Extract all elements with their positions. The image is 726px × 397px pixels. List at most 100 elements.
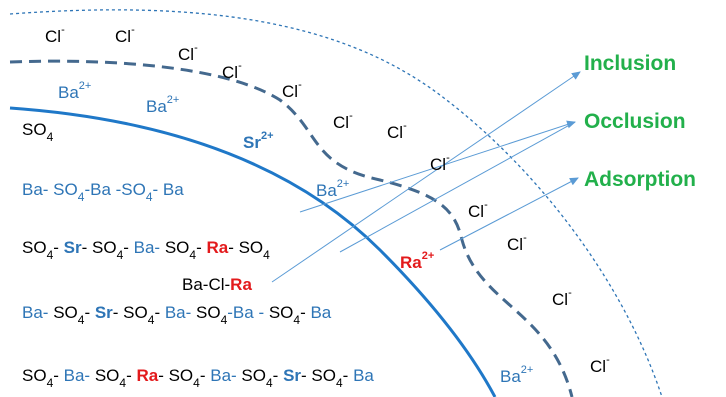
text-part: Ba-Cl- (182, 275, 230, 294)
ion: Cl- (552, 287, 572, 309)
lattice-row: Ba- SO4​-Ba -SO4​- Ba (22, 180, 184, 204)
text-part: 4 (263, 248, 270, 262)
text-part: - (403, 120, 407, 132)
text-part: Ba (58, 83, 79, 102)
text-part: Ba- (22, 303, 53, 322)
ion: Cl- (430, 152, 450, 174)
lattice-row: Ba-Cl-Ra (182, 275, 252, 294)
text-part: - (196, 238, 206, 257)
adsorption-boundary (10, 61, 572, 397)
text-part: - (568, 287, 572, 299)
text-part: 2+ (79, 80, 92, 92)
text-part: - (200, 366, 210, 385)
text-part: - (606, 354, 610, 366)
text-part: SO (22, 366, 47, 385)
ion: Ra2+ (400, 250, 434, 272)
text-part: Ba (353, 366, 374, 385)
text-part: - SO (82, 238, 117, 257)
text-part: - (298, 79, 302, 91)
ion: Sr2+ (243, 130, 274, 152)
text-part: - SO (158, 366, 193, 385)
text-part: 2+ (261, 130, 274, 142)
text-part: 2+ (167, 94, 180, 106)
text-part: Cl (552, 290, 568, 309)
text-part: Cl (282, 82, 298, 101)
text-part: Cl (45, 27, 61, 46)
lattice-row: SO4​- Sr- SO4​- Ba- SO4​- Ra- SO4​ (22, 238, 270, 262)
text-part: Ba (310, 303, 331, 322)
text-part: - (446, 152, 450, 164)
text-part: Cl (387, 123, 403, 142)
text-part: Sr (243, 133, 261, 152)
ion: Cl- (178, 42, 198, 64)
label: Occlusion (584, 110, 686, 133)
text-part: - (131, 24, 135, 36)
text-part: SO (165, 238, 190, 257)
text-part: Ba- (64, 366, 95, 385)
text-part: - (343, 366, 353, 385)
text-part: SO (22, 120, 47, 139)
text-part: - (126, 366, 136, 385)
text-part: - (84, 303, 94, 322)
text-part: SO (22, 238, 47, 257)
text-part: -Ba -SO (84, 180, 145, 199)
text-part: - (273, 366, 283, 385)
diagram: Inclusion Occlusion Adsorption Cl-Cl-Cl-… (0, 0, 726, 397)
text-part: - Ba (153, 180, 185, 199)
text-part: - (194, 42, 198, 54)
text-part: 2+ (422, 250, 435, 262)
text-part: - SO (228, 238, 263, 257)
text-part: 2+ (521, 364, 534, 376)
text-part: - (53, 238, 63, 257)
text-part: Ba- (134, 238, 165, 257)
lattice-row: SO4​ (22, 120, 54, 144)
ion: Cl- (387, 120, 407, 142)
ion: Ba2+ (500, 364, 533, 386)
text-part: Cl (115, 27, 131, 46)
text-part: Ra (136, 366, 158, 385)
text-part: Cl (333, 113, 349, 132)
text-part: - SO (113, 303, 148, 322)
text-part: SO (53, 303, 78, 322)
text-part: - (123, 238, 133, 257)
text-part: - (238, 60, 242, 72)
text-part: Cl (590, 357, 606, 376)
text-part: - (300, 303, 310, 322)
text-part: Ba (146, 97, 167, 116)
lattice-row: Ba- SO4​- Sr- SO4​- Ba- SO4​-Ba - SO4​- … (22, 303, 332, 327)
text-part: 2+ (337, 178, 350, 190)
text-part: - (154, 303, 164, 322)
text-part: Ra (400, 253, 422, 272)
ion: Cl- (468, 199, 488, 221)
text-part: SO (196, 303, 221, 322)
ion: Cl- (45, 24, 65, 46)
text-part: - (61, 24, 65, 36)
text-part: - (53, 366, 63, 385)
ion: Cl- (590, 354, 610, 376)
lattice-row: SO4​- Ba- SO4​- Ra- SO4​- Ba- SO4​- Sr- … (22, 366, 374, 390)
text-part: Sr (283, 366, 301, 385)
text-part: Cl (430, 155, 446, 174)
text-part: -Ba - (227, 303, 269, 322)
text-part: Ra (206, 238, 228, 257)
ion: Cl- (115, 24, 135, 46)
text-part: SO (95, 366, 120, 385)
ion: Ba2+ (316, 178, 349, 200)
text-part: SO (269, 303, 294, 322)
ion: Cl- (222, 60, 242, 82)
ion: Ba2+ (58, 80, 91, 102)
text-part: - (349, 110, 353, 122)
text-part: Cl (468, 202, 484, 221)
text-part: Sr (95, 303, 113, 322)
text-part: - (484, 199, 488, 211)
text-part: - (523, 232, 527, 244)
ion: Cl- (333, 110, 353, 132)
text-part: Ra (230, 275, 252, 294)
ion: Ba2+ (146, 94, 179, 116)
ion: Cl- (282, 79, 302, 101)
label: Inclusion (584, 52, 676, 75)
text-part: Ba- (210, 366, 241, 385)
text-part: Ba- SO (22, 180, 78, 199)
text-part: Sr (64, 238, 82, 257)
outer-boundary (10, 10, 662, 397)
